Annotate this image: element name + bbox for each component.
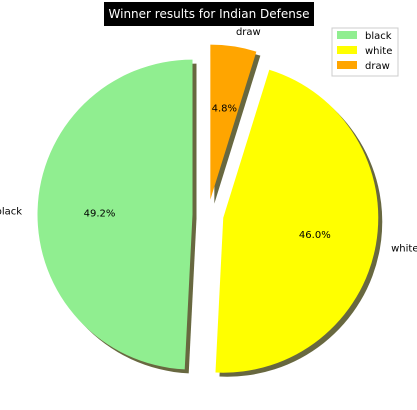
pie-labels: black 49.2% white 46.0% draw 4.8% [0,27,417,254]
legend-label-draw: draw [365,61,390,72]
slice-label-draw: draw [236,27,261,38]
slice-percent-draw: 4.8% [212,104,237,115]
legend-label-white: white [365,46,392,57]
slice-percent-black: 49.2% [84,208,116,219]
slice-draw [210,44,257,200]
legend-swatch-draw [337,61,357,69]
legend-swatch-white [337,46,357,54]
slice-white [215,69,379,373]
legend: black white draw [331,27,399,77]
legend-label-black: black [365,31,392,42]
slice-black [37,59,193,370]
slice-percent-white: 46.0% [299,230,331,241]
pie-slices [37,44,379,373]
slice-label-white: white [391,244,417,255]
slice-label-black: black [0,206,22,217]
legend-swatch-black [337,31,357,39]
chart-title: Winner results for Indian Defense [109,7,310,21]
title-background [104,2,314,26]
